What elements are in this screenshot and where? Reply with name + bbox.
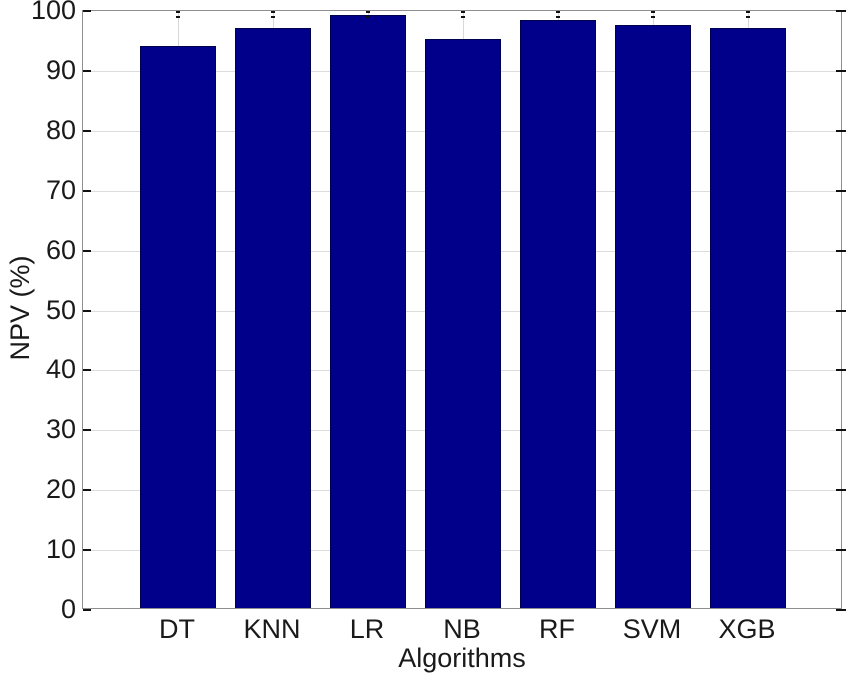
- y-tick-right-100: [836, 10, 846, 12]
- y-tick-right-40: [836, 369, 846, 372]
- x-tick-top2-nb: [461, 16, 465, 18]
- plot-area: [82, 10, 846, 611]
- bar-svm: [615, 24, 691, 608]
- y-tick-right-80: [836, 129, 846, 132]
- y-tick-left-60: [83, 249, 91, 252]
- x-tick-top-rf: [556, 11, 560, 13]
- y-tick-label-30: 30: [45, 414, 76, 445]
- y-tick-label-60: 60: [45, 234, 76, 265]
- y-tick-left-30: [83, 429, 91, 432]
- y-tick-right-20: [836, 489, 846, 492]
- y-tick-label-80: 80: [45, 114, 76, 145]
- y-tick-left-80: [83, 129, 91, 132]
- y-tick-right-0: [836, 609, 846, 611]
- y-tick-right-90: [836, 69, 846, 72]
- x-tick-top2-rf: [556, 16, 560, 18]
- x-tick-top2-lr: [366, 16, 370, 18]
- y-tick-label-40: 40: [45, 354, 76, 385]
- y-tick-left-50: [83, 309, 91, 312]
- y-tick-right-70: [836, 189, 846, 192]
- x-tick-top-dt: [176, 11, 180, 13]
- x-tick-top-svm: [651, 11, 655, 13]
- x-tick-top-nb: [461, 11, 465, 13]
- y-tick-label-20: 20: [45, 474, 76, 505]
- x-tick-top2-dt: [176, 16, 180, 18]
- x-tick-label-knn: KNN: [243, 614, 301, 644]
- y-tick-label-70: 70: [45, 174, 76, 205]
- y-tick-left-90: [83, 69, 91, 72]
- x-tick-label-svm: SVM: [622, 614, 682, 644]
- bar-nb: [425, 39, 501, 608]
- y-tick-left-100: [83, 10, 91, 12]
- bar-lr: [330, 14, 406, 608]
- y-tick-right-60: [836, 249, 846, 252]
- y-tick-left-20: [83, 489, 91, 492]
- y-tick-right-50: [836, 309, 846, 312]
- x-tick-top2-knn: [271, 16, 275, 18]
- y-tick-left-10: [83, 549, 91, 552]
- x-tick-label-dt: DT: [159, 614, 195, 644]
- x-tick-top-lr: [366, 11, 370, 13]
- x-tick-top-knn: [271, 11, 275, 13]
- x-tick-label-nb: NB: [443, 614, 481, 644]
- y-tick-label-90: 90: [45, 54, 76, 85]
- x-axis-title: Algorithms: [398, 643, 526, 673]
- bar-rf: [520, 19, 596, 608]
- x-tick-label-rf: RF: [539, 614, 575, 644]
- bar-dt: [140, 46, 216, 608]
- y-tick-right-30: [836, 429, 846, 432]
- x-tick-top-xgb: [746, 11, 750, 13]
- y-tick-label-100: 100: [30, 0, 76, 25]
- x-tick-label-xgb: XGB: [718, 614, 776, 644]
- y-tick-label-50: 50: [45, 294, 76, 325]
- bar-xgb: [710, 28, 786, 608]
- x-tick-label-lr: LR: [349, 614, 385, 644]
- y-tick-left-0: [83, 609, 91, 611]
- x-tick-top2-svm: [651, 16, 655, 18]
- y-tick-left-70: [83, 189, 91, 192]
- y-tick-right-10: [836, 549, 846, 552]
- y-tick-left-40: [83, 369, 91, 372]
- x-tick-top2-xgb: [746, 16, 750, 18]
- y-tick-label-10: 10: [45, 534, 76, 565]
- bar-knn: [235, 28, 311, 608]
- y-tick-label-0: 0: [60, 594, 76, 624]
